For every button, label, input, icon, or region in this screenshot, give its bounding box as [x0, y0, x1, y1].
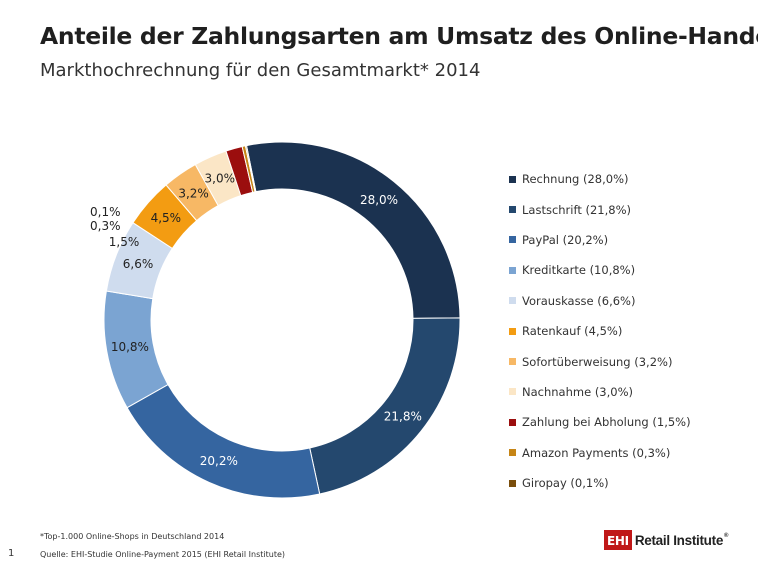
legend-label: Giropay (0,1%)	[522, 476, 609, 491]
slice-lastschrift	[309, 317, 461, 495]
legend-item-lastschrift: Lastschrift (21,8%)	[509, 194, 754, 224]
slice-giropay	[244, 144, 257, 193]
data-label-lastschrift: 21,8%	[384, 409, 422, 423]
legend-item-zahlung-bei-abholung: Zahlung bei Abholung (1,5%)	[509, 407, 754, 437]
legend-item-paypal: PayPal (20,2%)	[509, 225, 754, 255]
legend-label: Kreditkarte (10,8%)	[522, 263, 636, 278]
legend-swatch	[509, 266, 516, 274]
data-label-vorauskasse: 6,6%	[123, 257, 154, 271]
legend-swatch	[509, 327, 516, 335]
legend-item-sofortuberweisung: Sofortüberweisung (3,2%)	[509, 346, 754, 376]
legend-label: Sofortüberweisung (3,2%)	[522, 354, 673, 369]
legend-label: PayPal (20,2%)	[522, 232, 609, 247]
data-label-zahlung-bei-abholung: 1,5%	[109, 235, 140, 249]
ehi-logo-name: Retail Institute	[634, 532, 724, 548]
legend: Rechnung (28,0%) Lastschrift (21,8%) PayPa…	[509, 164, 754, 498]
legend-label: Amazon Payments (0,3%)	[522, 445, 671, 460]
legend-swatch	[509, 418, 516, 426]
data-label-kreditkarte: 10,8%	[111, 340, 149, 354]
data-label-paypal: 20,2%	[200, 454, 238, 468]
legend-label: Vorauskasse (6,6%)	[522, 293, 636, 308]
legend-label: Nachnahme (3,0%)	[522, 384, 634, 399]
page-number: 1	[8, 548, 15, 559]
source-note: Quelle: EHI-Studie Online-Payment 2015 (…	[40, 550, 286, 559]
legend-item-nachnahme: Nachnahme (3,0%)	[509, 377, 754, 407]
legend-swatch	[509, 479, 516, 487]
legend-swatch	[509, 206, 516, 214]
chart-title: Anteile der Zahlungsarten am Umsatz des …	[40, 22, 758, 50]
data-label-ratenkauf: 4,5%	[151, 211, 182, 225]
legend-label: Ratenkauf (4,5%)	[522, 324, 623, 339]
legend-item-kreditkarte: Kreditkarte (10,8%)	[509, 255, 754, 285]
legend-item-amazon-payments: Amazon Payments (0,3%)	[509, 438, 754, 468]
legend-swatch	[509, 175, 516, 183]
legend-swatch	[509, 388, 516, 396]
ehi-logo-text: Retail Institute®	[634, 532, 729, 548]
legend-item-ratenkauf: Ratenkauf (4,5%)	[509, 316, 754, 346]
ehi-logo: EHI Retail Institute®	[604, 530, 728, 550]
footnote: *Top-1.000 Online-Shops in Deutschland 2…	[40, 532, 225, 541]
legend-item-vorauskasse: Vorauskasse (6,6%)	[509, 286, 754, 316]
data-label-rechnung: 28,0%	[360, 193, 398, 207]
slice-rechnung	[245, 141, 461, 319]
legend-label: Rechnung (28,0%)	[522, 172, 629, 187]
legend-swatch	[509, 297, 516, 305]
data-label-giropay: 0,1%	[90, 205, 121, 219]
legend-swatch	[509, 358, 516, 366]
ehi-logo-mark: EHI	[604, 530, 632, 550]
legend-item-giropay: Giropay (0,1%)	[509, 468, 754, 498]
legend-item-rechnung: Rechnung (28,0%)	[509, 164, 754, 194]
legend-label: Zahlung bei Abholung (1,5%)	[522, 415, 691, 430]
chart-subtitle: Markthochrechnung für den Gesamtmarkt* 2…	[40, 60, 481, 81]
legend-swatch	[509, 236, 516, 244]
legend-swatch	[509, 449, 516, 457]
data-label-amazon-payments: 0,3%	[90, 219, 121, 233]
slice-paypal	[126, 383, 321, 499]
data-label-nachnahme: 3,0%	[205, 172, 236, 186]
data-label-sofortuberweisung: 3,2%	[178, 186, 209, 200]
registered-mark: ®	[724, 532, 729, 539]
legend-label: Lastschrift (21,8%)	[522, 202, 631, 217]
